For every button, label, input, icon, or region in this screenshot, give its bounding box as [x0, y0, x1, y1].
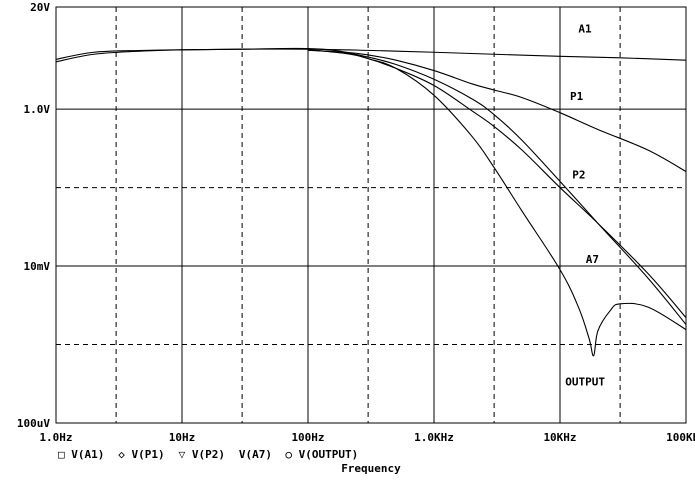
- y-tick-label-3: 100uV: [17, 417, 50, 430]
- x-tick-label-3: 1.0KHz: [414, 431, 454, 444]
- legend-item-2: ▽ V(P2): [179, 448, 225, 461]
- trace-p1: [307, 49, 687, 173]
- trace-p2: [307, 49, 687, 325]
- legend-item-4: ○ V(OUTPUT): [285, 448, 358, 461]
- legend-item-3: V(A7): [239, 448, 272, 461]
- legend-item-1: ◇ V(P1): [118, 448, 164, 461]
- plot-frame: [55, 6, 687, 424]
- x-tick-label-2: 100Hz: [291, 431, 324, 444]
- series-labels-layer: A1 P1 P2 A7 OUTPUT: [565, 22, 605, 388]
- y-tick-label-2: 10mV: [24, 260, 51, 273]
- x-tick-label-4: 10KHz: [543, 431, 576, 444]
- trace-a7: [307, 49, 687, 319]
- series-label-p2: P2: [572, 169, 585, 182]
- grid-layer: [55, 6, 687, 424]
- x-tick-label-5: 100KHz: [666, 431, 695, 444]
- axis-layer: 1.0Hz 10Hz 100Hz 1.0KHz 10KHz 100KHz 20V 1.0V 10…: [17, 1, 695, 461]
- y-tick-label-0: 20V: [30, 1, 50, 14]
- trace-output: [55, 47, 687, 357]
- legend-item-0: □ V(A1): [58, 448, 104, 461]
- y-tick-label-1: 1.0V: [24, 103, 51, 116]
- traces-layer: [55, 47, 687, 357]
- series-label-p1: P1: [570, 90, 584, 103]
- series-label-a1: A1: [578, 22, 592, 35]
- x-tick-label-1: 10Hz: [169, 431, 196, 444]
- series-label-output: OUTPUT: [565, 376, 605, 389]
- trace-a1: [55, 48, 687, 61]
- x-tick-label-0: 1.0Hz: [39, 431, 72, 444]
- series-label-a7: A7: [586, 253, 599, 266]
- x-axis-label: Frequency: [341, 462, 401, 475]
